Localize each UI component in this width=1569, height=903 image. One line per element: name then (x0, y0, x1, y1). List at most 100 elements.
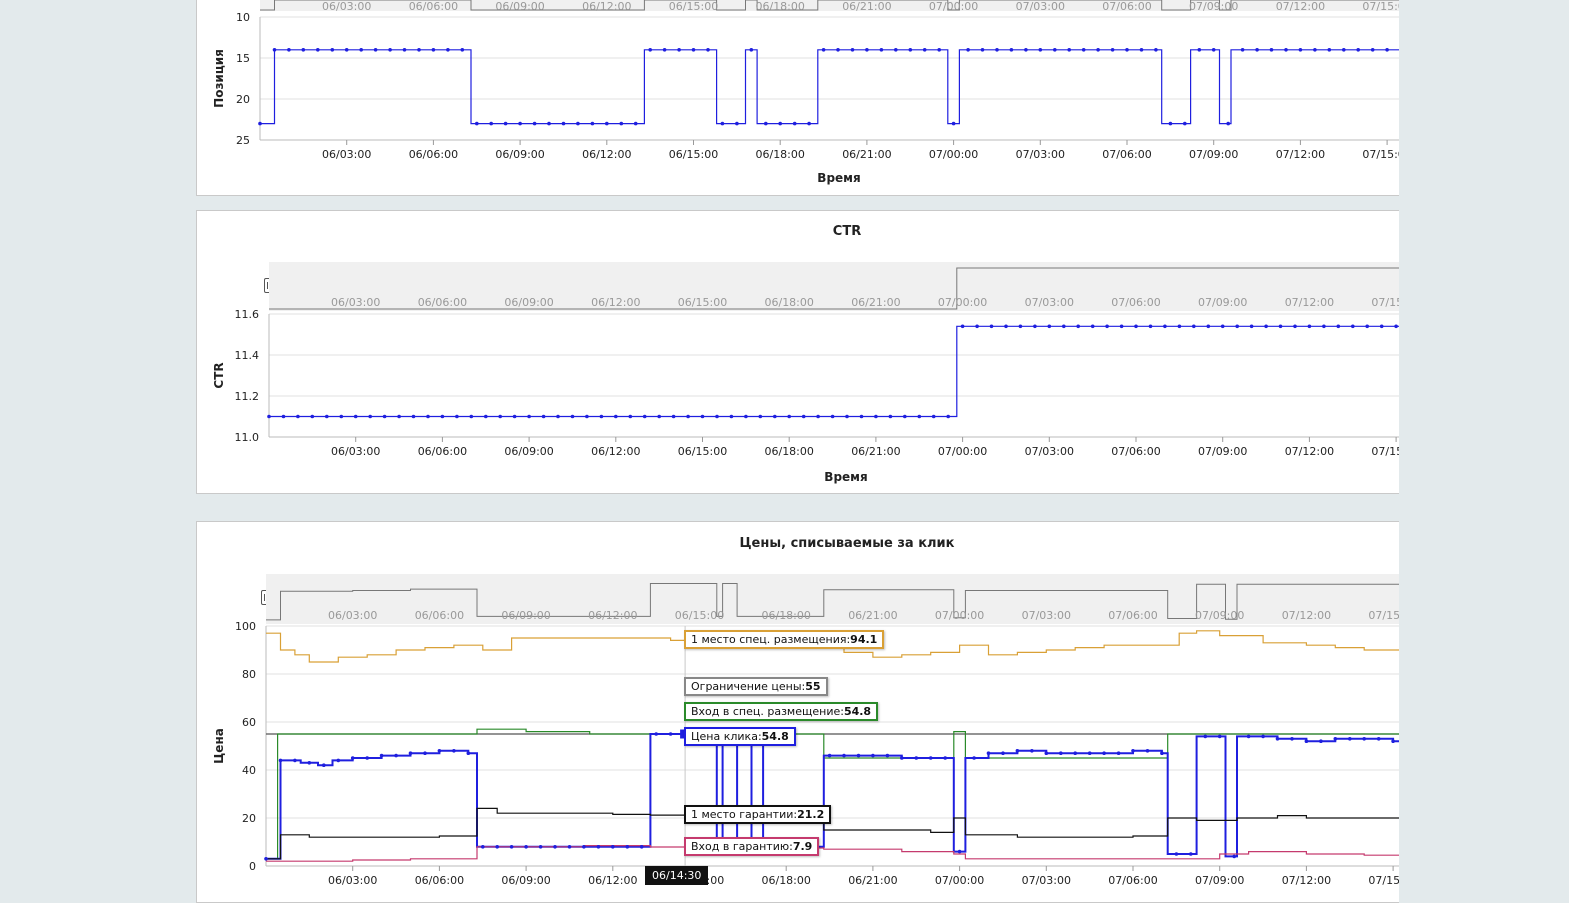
series-point (1096, 48, 1100, 52)
navigator-tick-label: 07/03:00 (1022, 609, 1071, 622)
series-point (1116, 751, 1121, 755)
tooltip-label: Ограничение цены: (691, 680, 806, 693)
series-point (1081, 48, 1086, 52)
series-point (928, 756, 933, 760)
series-point (1160, 751, 1164, 755)
y-tick-label: 40 (242, 764, 256, 777)
series-point (484, 414, 488, 419)
series-point (966, 48, 970, 52)
x-tick-label: 07/03:00 (1025, 445, 1074, 458)
x-tick-label: 07/09:00 (1195, 874, 1244, 887)
series-point (1062, 324, 1066, 329)
series-point (677, 48, 681, 52)
series-point (1206, 324, 1211, 329)
x-axis-title: Время (824, 470, 867, 484)
x-tick-label: 07/15:00 (1362, 148, 1399, 161)
series-point (871, 753, 875, 758)
series-point (1293, 324, 1297, 329)
x-tick-label: 06/18:00 (761, 874, 810, 887)
navigator-tick-label: 06/15:00 (669, 0, 718, 13)
series-point (715, 414, 719, 419)
series-point (792, 121, 797, 126)
series-point (720, 121, 725, 126)
series-point (836, 48, 840, 52)
series-point (850, 48, 855, 52)
series-point (417, 48, 421, 52)
series-point (296, 414, 300, 419)
navigator-tick-label: 07/06:00 (1108, 609, 1157, 622)
series-point (498, 414, 503, 419)
tooltip-value: 94.1 (850, 633, 878, 646)
tooltip-value: 54.8 (761, 730, 789, 743)
series-point (547, 121, 551, 126)
navigator-tick-label: 06/12:00 (582, 0, 631, 13)
series-point (1102, 751, 1106, 755)
tooltip-value: 54.8 (843, 705, 872, 718)
navigator-background (260, 0, 1399, 11)
series-point (859, 414, 864, 419)
series-point (509, 845, 514, 849)
series-point (787, 414, 791, 419)
series-point (481, 845, 485, 849)
series-point (888, 414, 893, 419)
series-point (1090, 324, 1095, 329)
navigator-series-line (260, 0, 1399, 11)
series-point (1217, 734, 1222, 739)
series-point (1168, 121, 1173, 126)
series-point (1298, 48, 1303, 52)
navigator-background (266, 574, 1399, 624)
series-point (590, 121, 595, 126)
series-point (1044, 751, 1049, 755)
x-tick-label: 06/12:00 (582, 148, 631, 161)
navigator-tick-label: 06/12:00 (588, 609, 637, 622)
price-chart-panel: Цены, списываемые за клик 06/03:00 06/06:… (196, 521, 1399, 903)
series-point (1001, 751, 1005, 755)
tooltip-first-guarantee: 1 место гарантии:21.2 (684, 805, 832, 824)
price-chart: 06/03:00 06/06:00 06/09:00 06/12:00 06/15:00… (212, 574, 1399, 887)
navigator-tick-label: 07/12:00 (1285, 296, 1334, 309)
series-point (946, 414, 950, 419)
navigator-tick-label: 06/06:00 (409, 0, 458, 13)
series-point (1278, 324, 1283, 329)
tooltip-value: 21.2 (797, 808, 825, 821)
y-tick-label: 11.0 (235, 431, 260, 444)
series-point (553, 845, 557, 849)
x-tick-label: 07/03:00 (1016, 148, 1065, 161)
series-point (1379, 324, 1384, 329)
navigator-tick-label: 07/09:00 (1198, 296, 1247, 309)
series-point (541, 414, 546, 419)
series-point (729, 414, 734, 419)
series-point (1177, 324, 1182, 329)
series-point (914, 756, 919, 760)
navigator-tick-label: 07/12:00 (1282, 609, 1331, 622)
series-point (821, 48, 826, 52)
y-axis-title: Цена (212, 728, 226, 764)
series-point (1018, 324, 1023, 329)
series-point (1333, 737, 1338, 741)
series-point (293, 758, 297, 763)
series-point (316, 48, 320, 52)
series-point (503, 121, 508, 126)
series-point (1391, 739, 1395, 743)
series-point (1313, 48, 1317, 52)
y-tick-label: 11.4 (235, 349, 260, 362)
x-tick-label: 06/03:00 (328, 874, 377, 887)
y-tick-label: 15 (236, 52, 250, 65)
series-point (368, 414, 372, 419)
series-point (1385, 48, 1389, 52)
series-point (336, 758, 341, 763)
series-point (1145, 749, 1150, 753)
series-point (951, 121, 956, 126)
series-point (1038, 48, 1043, 52)
navigator-tick-label: 07/09:00 (1195, 609, 1244, 622)
series-point (1076, 324, 1080, 329)
series-point (455, 414, 459, 419)
series-point (903, 414, 907, 419)
navigator-tick-label: 06/21:00 (851, 296, 900, 309)
series-point (648, 48, 652, 52)
series-point (440, 414, 445, 419)
series-point (1261, 734, 1265, 739)
series-point (423, 751, 427, 755)
series-point (495, 845, 500, 849)
series-point (885, 753, 890, 758)
